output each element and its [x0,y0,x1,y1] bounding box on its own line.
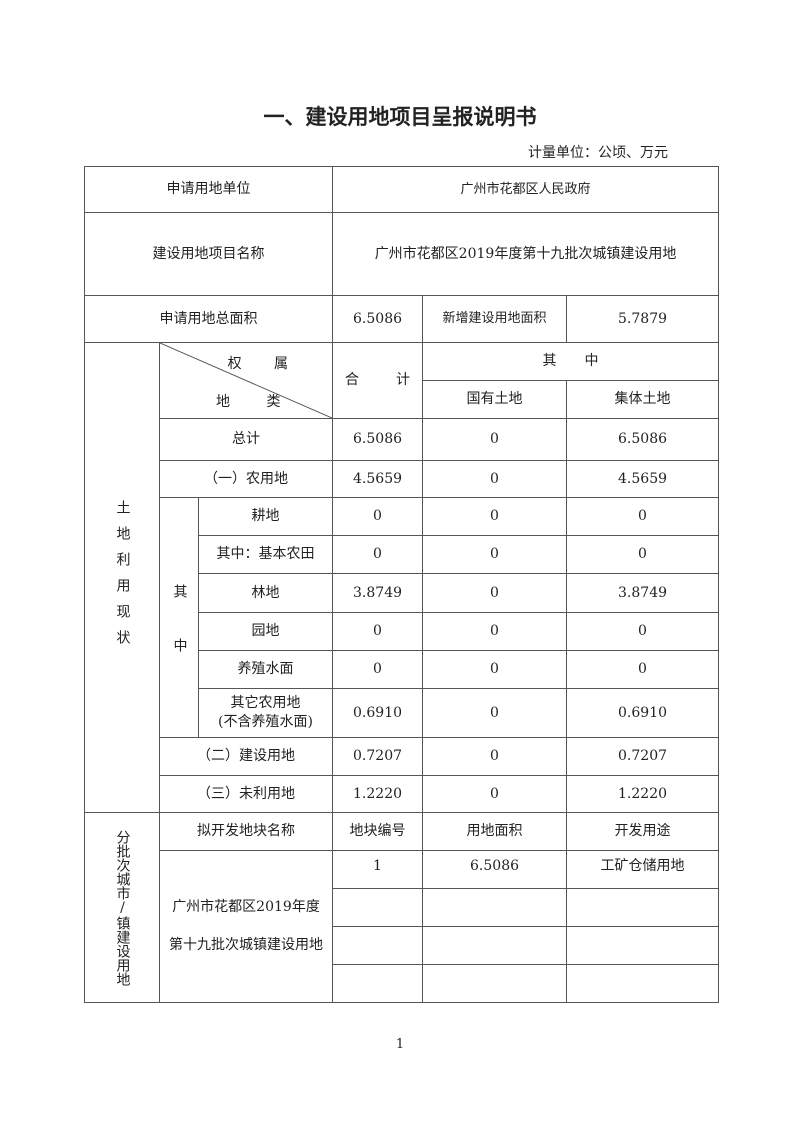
table-row: 养殖水面 0 0 0 [85,650,720,689]
application-table: 申请用地单位 广州市花都区人民政府 建设用地项目名称 广州市花都区2019年度第… [83,166,720,1003]
total: 0 [332,612,424,651]
collective-header: 集体土地 [566,380,720,419]
name: 其它农用地 (不含养殖水面) [197,688,334,738]
of-which-header: 其 中 [422,342,720,381]
total-area-row: 申请用地总面积 6.5086 新增建设用地面积 5.7879 [83,295,720,343]
plot-name: 广州市花都区2019年度第十九批次城镇建设用地 [158,850,334,1003]
name: 园地 [197,612,334,651]
table-row: 其中 耕地 0 0 0 [85,497,720,738]
plot-no: 1 [332,850,424,889]
table-row: 总计 6.5086 0 6.5086 [85,418,720,461]
collective: 0.6910 [566,688,720,738]
status-subheader-row: 国有土地 集体土地 [85,380,720,419]
state: 0 [422,775,568,813]
state: 0 [422,497,568,536]
name: 其中：基本农田 [197,535,334,574]
status-header-row: 土地利用现状 权 属地 类 合计 其 中 [84,342,720,813]
empty-row [85,888,720,927]
land-status-side-label: 土地利用现状 [84,342,160,813]
empty-row [85,964,720,1003]
state-header: 国有土地 [422,380,568,419]
collective: 0.7207 [566,737,720,776]
state: 0 [422,650,568,689]
collective: 3.8749 [566,573,720,613]
header: 地块编号 [332,812,424,851]
name: 总计 [158,418,334,461]
batch-side-label: 分批次城市/镇建设用地 [84,812,160,1003]
apply-unit-row: 申请用地单位 广州市花都区人民政府 [83,166,720,213]
batch-header-row: 分批次城市/镇建设用地 拟开发地块名称 地块编号 用地面积 开发用途 [84,812,720,1003]
name: 养殖水面 [197,650,334,689]
state: 0 [422,535,568,574]
collective: 4.5659 [566,460,720,498]
page-title: 一、建设用地项目呈报说明书 [263,105,537,129]
total: 1.2220 [332,775,424,813]
table-row: 园地 0 0 0 [85,612,720,651]
label: 申请用地总面积 [83,295,334,343]
new-value: 5.7879 [566,295,720,343]
name: 林地 [197,573,334,613]
table-row: （三）未利用地 1.2220 0 1.2220 [85,775,720,813]
table-row: （二）建设用地 0.7207 0 0.7207 [85,737,720,776]
table-row: 广州市花都区2019年度第十九批次城镇建设用地 1 6.5086 工矿仓储用地 [85,850,720,1003]
total: 3.8749 [332,573,424,613]
plot-area: 6.5086 [422,850,568,889]
collective: 0 [566,535,720,574]
value: 6.5086 [332,295,424,343]
value: 广州市花都区人民政府 [332,166,720,213]
diagonal-header: 权 属地 类 [158,342,334,419]
total: 0 [332,650,424,689]
total: 0.6910 [332,688,424,738]
state: 0 [422,418,568,461]
total-header: 合计 [332,342,424,419]
state: 0 [422,612,568,651]
plot-use: 工矿仓储用地 [566,850,720,889]
header: 开发用途 [566,812,720,851]
new-label: 新增建设用地面积 [422,295,568,343]
header: 用地面积 [422,812,568,851]
state: 0 [422,573,568,613]
state: 0 [422,688,568,738]
label: 建设用地项目名称 [83,212,334,296]
value: 广州市花都区2019年度第十九批次城镇建设用地 [332,212,720,296]
unit-note: 计量单位：公顷、万元 [528,145,668,161]
empty-row [85,926,720,965]
table-row: 其它农用地 (不含养殖水面) 0.6910 0 0.6910 [85,688,720,738]
collective: 1.2220 [566,775,720,813]
collective: 0 [566,650,720,689]
header: 拟开发地块名称 [158,812,334,851]
state: 0 [422,737,568,776]
collective: 0 [566,612,720,651]
total: 4.5659 [332,460,424,498]
sub-label: 其中 [159,497,199,738]
total: 6.5086 [332,418,424,461]
collective: 6.5086 [566,418,720,461]
label: 申请用地单位 [83,166,334,213]
collective: 0 [566,497,720,536]
name: （一）农用地 [158,460,334,498]
name: 耕地 [197,497,334,536]
total: 0 [332,497,424,536]
page-number: 1 [395,1037,405,1052]
state: 0 [422,460,568,498]
table-row: （一）农用地 4.5659 0 4.5659 [85,460,720,498]
name: （三）未利用地 [158,775,334,813]
total: 0.7207 [332,737,424,776]
name: （二）建设用地 [158,737,334,776]
total: 0 [332,535,424,574]
project-name-row: 建设用地项目名称 广州市花都区2019年度第十九批次城镇建设用地 [83,212,720,296]
